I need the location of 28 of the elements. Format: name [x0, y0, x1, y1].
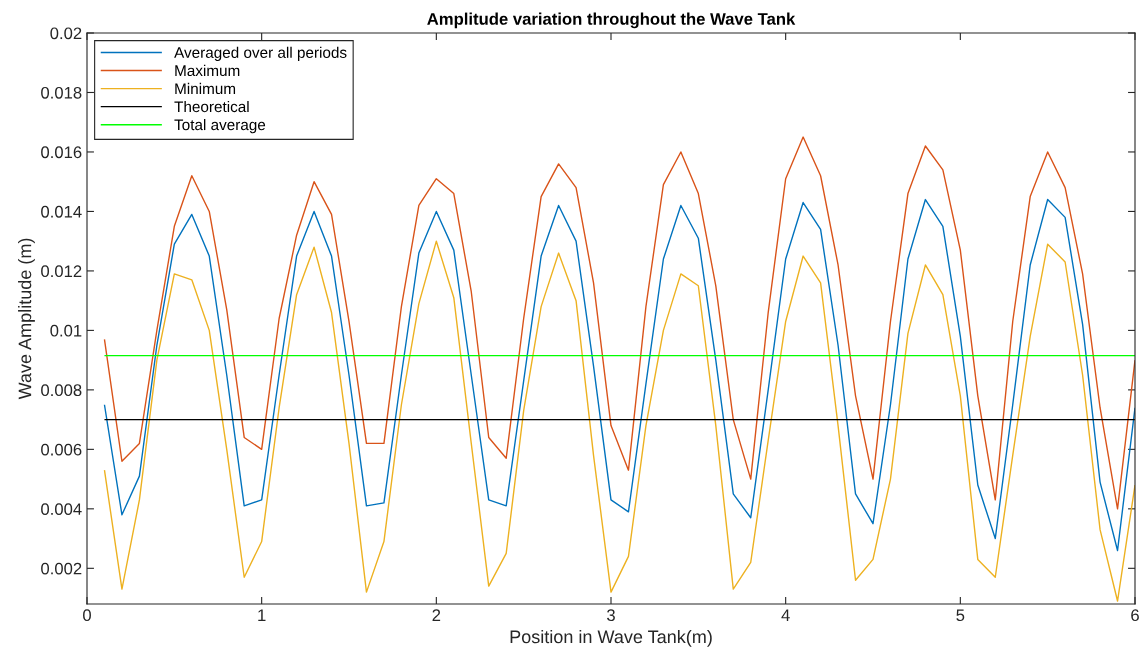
legend-label: Minimum [175, 82, 236, 95]
line-series [103, 136, 1135, 510]
legend-label: Total average [174, 118, 266, 134]
y-tick-label: 0.016 [41, 146, 82, 159]
y-tick-label: 0.01 [50, 324, 82, 337]
x-tick-label: 1 [258, 609, 266, 621]
legend-label: Theoretical [174, 100, 249, 113]
legend-label: Averaged over all periods [174, 46, 347, 61]
x-tick-label: 5 [956, 609, 965, 622]
y-tick-label: 0.006 [41, 443, 82, 456]
x-tick-label: 4 [781, 609, 790, 621]
line-series [103, 240, 1135, 602]
y-tick-label: 0.002 [41, 562, 82, 575]
x-tick-label: 2 [432, 609, 441, 621]
y-tick-label: 0.012 [41, 265, 82, 278]
y-tick-label: 0.014 [41, 205, 82, 218]
y-tick-label: 0.02 [50, 27, 82, 40]
y-tick-label: 0.018 [41, 86, 82, 99]
y-tick-label: 0.004 [41, 503, 82, 516]
x-tick-label: 0 [83, 609, 91, 622]
line-series [103, 198, 1135, 552]
x-tick-label: 3 [607, 609, 615, 622]
x-axis-title: Position in Wave Tank(m) [510, 629, 712, 647]
chart-title: Amplitude variation throughout the Wave Tank [427, 12, 796, 29]
y-axis-title: Wave Amplitude (m) [18, 238, 35, 400]
x-tick-label: 6 [1131, 609, 1139, 622]
legend-label: Maximum [175, 64, 240, 77]
y-tick-label: 0.008 [41, 384, 82, 397]
